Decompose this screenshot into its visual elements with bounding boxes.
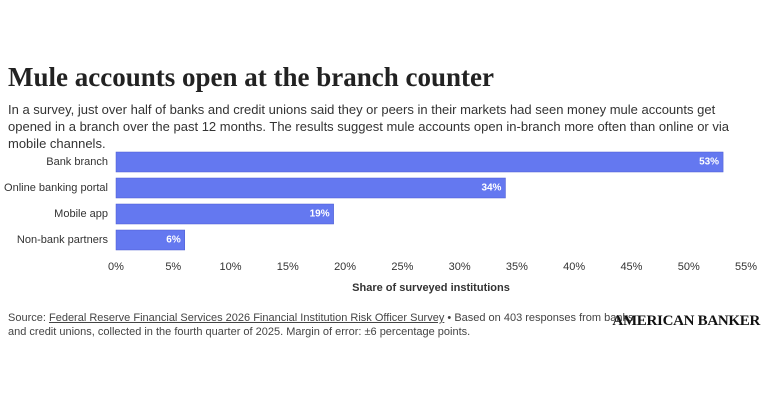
x-tick-label: 5% bbox=[165, 261, 181, 273]
x-tick-label: 50% bbox=[678, 261, 700, 273]
x-tick-label: 35% bbox=[506, 261, 528, 273]
bar bbox=[115, 177, 506, 199]
bar bbox=[115, 203, 334, 225]
value-label: 6% bbox=[166, 235, 181, 246]
bar bbox=[115, 229, 185, 251]
x-tick-label: 0% bbox=[108, 261, 124, 273]
y-tick-label: Mobile app bbox=[54, 208, 108, 220]
source-link[interactable]: Federal Reserve Financial Services 2026 … bbox=[48, 312, 445, 324]
value-label: 19% bbox=[310, 209, 330, 220]
value-label: 53% bbox=[699, 157, 719, 168]
brand-logo: AMERICAN BANKER bbox=[612, 313, 760, 329]
source-prefix: Source: bbox=[8, 312, 46, 324]
value-label: 34% bbox=[481, 183, 501, 194]
x-tick-label: 20% bbox=[334, 261, 356, 273]
x-tick-label: 10% bbox=[220, 261, 242, 273]
x-tick-label: 30% bbox=[449, 261, 471, 273]
y-tick-label: Bank branch bbox=[46, 156, 108, 168]
x-tick-label: 45% bbox=[620, 261, 642, 273]
bar bbox=[115, 151, 724, 173]
x-tick-label: 40% bbox=[563, 261, 585, 273]
source-note: Source: Federal Reserve Financial Servic… bbox=[8, 311, 638, 339]
chart-title: Mule accounts open at the branch counter bbox=[8, 62, 494, 92]
y-tick-label: Online banking portal bbox=[4, 182, 108, 194]
x-tick-label: 25% bbox=[391, 261, 413, 273]
x-axis-label: Share of surveyed institutions bbox=[352, 282, 510, 294]
x-tick-label: 55% bbox=[735, 261, 757, 273]
x-tick-label: 15% bbox=[277, 261, 299, 273]
source-text: • Based on 403 responses from banks and … bbox=[8, 312, 634, 338]
chart: 0% 5% 10% 15% 20% 25% 30% 35% 40% 45% 50% 55% Share … bbox=[4, 151, 757, 294]
y-tick-label: Non-bank partners bbox=[17, 234, 109, 246]
chart-subtitle: In a survey, just over half of banks and… bbox=[8, 102, 729, 151]
